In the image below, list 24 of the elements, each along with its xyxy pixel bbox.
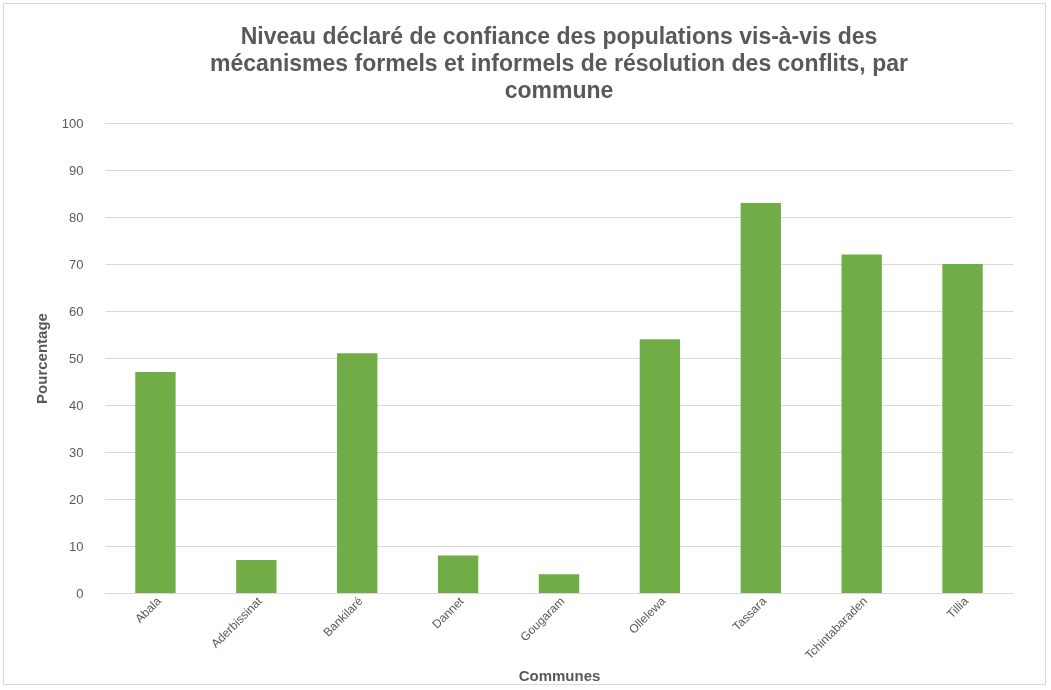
y-tick-label: 50 <box>69 350 84 366</box>
x-axis-title: Communes <box>518 667 601 685</box>
x-tick-label: Tillia <box>944 593 972 622</box>
bar <box>538 574 580 593</box>
bar <box>639 339 681 593</box>
bar <box>942 264 983 593</box>
bar <box>337 353 378 593</box>
y-tick-label: 100 <box>61 115 84 131</box>
bar <box>841 254 882 593</box>
y-tick-label: 0 <box>76 585 84 601</box>
bar <box>740 202 781 593</box>
y-tick-label: 10 <box>69 538 84 554</box>
y-tick-label: 40 <box>69 397 84 413</box>
y-tick-label: 90 <box>69 162 84 178</box>
y-tick-label: 80 <box>69 209 84 225</box>
bar <box>437 555 479 593</box>
bar <box>135 372 176 593</box>
y-tick-label: 60 <box>69 303 84 319</box>
y-tick-label: 30 <box>69 444 84 460</box>
y-tick-label: 70 <box>69 256 84 272</box>
chart-title: Niveau déclaré de confiance des populations vis-à-vis des mécanismes formels et informels de résolution des conflits, par commune <box>210 23 908 103</box>
y-tick-label: 20 <box>69 491 84 507</box>
y-axis-title: Pourcentage <box>32 313 50 404</box>
bar <box>236 560 277 593</box>
